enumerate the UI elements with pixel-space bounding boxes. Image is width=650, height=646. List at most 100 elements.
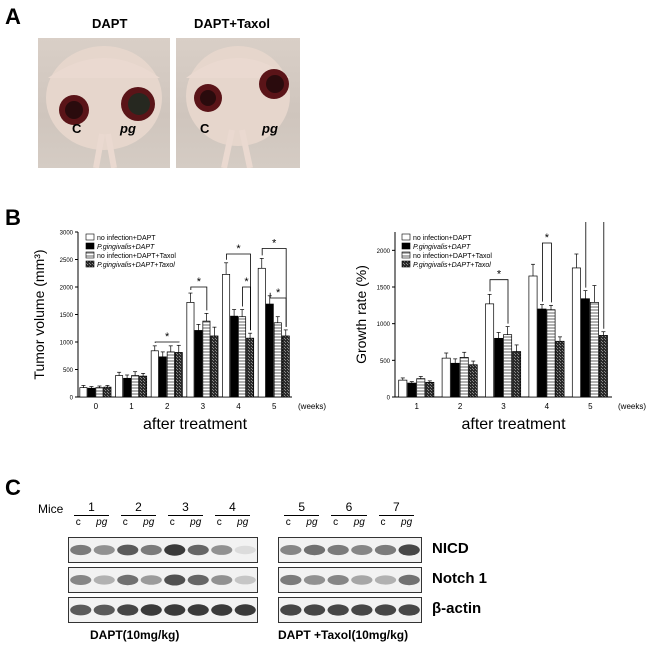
legend-swatch (85, 260, 95, 268)
bar (95, 387, 104, 398)
legend-swatch (85, 251, 95, 259)
bar (416, 378, 426, 398)
x-tick-label: 4 (545, 402, 550, 411)
bar (273, 322, 282, 398)
mouse-group: 2 c pg (115, 500, 162, 534)
legend-entry: P.gingivalis+DAPT (97, 244, 155, 251)
blot-band (280, 604, 302, 616)
significance-star: * (236, 243, 241, 255)
bar (450, 362, 460, 398)
y-tick-label: 1500 (60, 313, 74, 319)
bar (494, 337, 504, 398)
significance-bracket (261, 248, 287, 327)
blot-band (303, 604, 326, 616)
blot-band (351, 575, 373, 585)
legend-entry: no infection+DAPT+Taxol (413, 253, 492, 260)
significance-star: * (197, 276, 202, 288)
blot-band (280, 574, 302, 586)
bar (265, 303, 274, 398)
bar (281, 335, 290, 398)
blot-band (374, 575, 397, 585)
significance-bracket (190, 286, 208, 311)
blot-band (164, 574, 186, 586)
significance-star: * (545, 232, 550, 244)
lane-label-c: c (285, 517, 291, 528)
mouse-group: 3 c pg (162, 500, 209, 534)
blot-band (280, 545, 302, 555)
blot-band (303, 575, 326, 585)
blot-band (93, 575, 115, 585)
y-tick-label: 2500 (60, 258, 74, 264)
bar (186, 302, 195, 398)
bar (123, 377, 132, 398)
notch1-blot-right (278, 567, 422, 593)
significance-star: * (276, 287, 281, 299)
significance-bracket (242, 286, 251, 331)
bar (103, 386, 112, 398)
lane-label-pg: pg (143, 517, 155, 528)
blot-band (117, 544, 139, 556)
bar (441, 357, 451, 398)
significance-star: * (165, 331, 170, 343)
bar (222, 273, 231, 398)
mouse-number: 1 (74, 500, 109, 516)
blot-band (164, 544, 186, 556)
blot-band (70, 575, 92, 585)
x-tick-label: 2 (165, 402, 170, 411)
x-unit-label: (weeks) (298, 402, 326, 411)
bar (459, 357, 469, 398)
photo-title-dapt-taxol: DAPT+Taxol (194, 16, 270, 31)
bar (537, 308, 547, 398)
bar (166, 351, 175, 398)
significance-bracket (542, 242, 552, 303)
bar (589, 302, 599, 398)
mouse-number: 4 (215, 500, 250, 516)
significance-bracket (154, 341, 180, 343)
blot-band (374, 604, 397, 616)
blot-label-beta-actin: β-actin (432, 600, 482, 617)
blot-band (70, 604, 92, 616)
blot-band (234, 545, 256, 555)
mouse-group: 4 c pg (209, 500, 256, 534)
bar (139, 375, 148, 398)
tumor-label-pg-dapt: pg (120, 121, 136, 136)
blot-label-notch1: Notch 1 (432, 570, 488, 587)
bar (150, 350, 159, 398)
legend-entry: no infection+DAPT (413, 235, 472, 242)
bar (503, 334, 513, 398)
x-unit-label: (weeks) (618, 402, 646, 411)
lane-label-c: c (380, 517, 386, 528)
y-tick-label: 2000 (377, 249, 391, 255)
tumor-volume-chart: 0 500 1000 1500 2000 2500 3000 Tumor volume (mm… (31, 231, 326, 434)
y-tick-label: 500 (380, 359, 391, 365)
x-tick-label: 5 (588, 402, 593, 411)
significance-bracket (585, 222, 605, 329)
legend-entry: P.gingivalis+DAPT+Taxol (97, 262, 175, 269)
bar (257, 267, 266, 398)
legend-entry: P.gingivalis+DAPT (413, 244, 471, 251)
bar (174, 352, 183, 398)
lane-label-c: c (75, 517, 81, 528)
mouse-illustration-dapt (46, 46, 162, 168)
bar (398, 379, 408, 398)
blot-band (398, 574, 420, 586)
y-axis-title: Growth rate (%) (353, 265, 369, 364)
bar (555, 340, 565, 398)
lane-label-pg: pg (401, 517, 413, 528)
blot-band (398, 604, 420, 616)
x-tick-label: 4 (236, 402, 241, 411)
x-axis-title: after treatment (461, 416, 566, 433)
y-tick-label: 3000 (60, 231, 74, 237)
blot-band (351, 604, 373, 616)
legend-swatch (401, 251, 411, 259)
blot-band (140, 604, 162, 616)
tumor-label-c-taxol: C (200, 121, 210, 136)
mice-header-right: 5 c pg 6 c pg 7 c pg (278, 500, 420, 534)
bar (598, 335, 608, 398)
y-tick-label: 1000 (60, 341, 74, 347)
legend-swatch (85, 242, 95, 250)
panel-label-a: A (5, 4, 21, 29)
lane-label-pg: pg (353, 517, 365, 528)
bar (158, 356, 167, 398)
blot-band (93, 545, 115, 555)
